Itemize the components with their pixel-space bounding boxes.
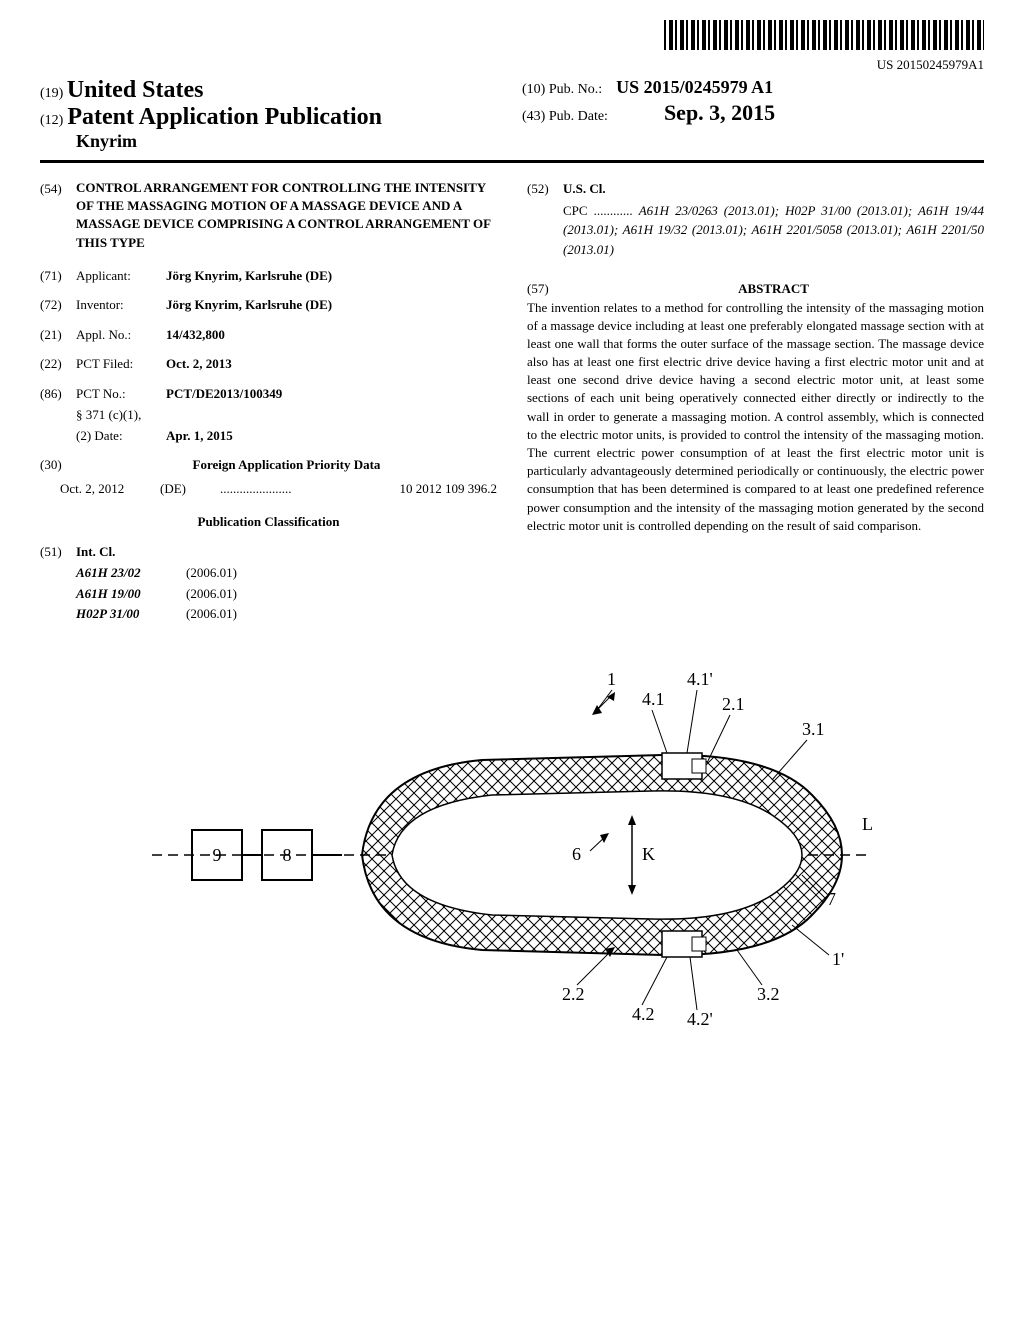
svg-text:3.1: 3.1 [802, 719, 825, 739]
svg-text:4.1': 4.1' [687, 669, 713, 689]
svg-text:4.1: 4.1 [642, 689, 665, 709]
foreign-priority-heading: Foreign Application Priority Data [76, 455, 497, 475]
svg-text:4.2: 4.2 [632, 1004, 655, 1024]
pct-filed-label: PCT Filed: [76, 354, 166, 374]
two-column-body: (54) CONTROL ARRANGEMENT FOR CONTROLLING… [40, 179, 984, 625]
svg-text:2.1: 2.1 [722, 694, 745, 714]
abstract-text: The invention relates to a method for co… [527, 299, 984, 535]
foreign-priority-code: (30) [40, 455, 76, 475]
int-cl-code: (51) [40, 542, 76, 562]
cpc-classifications: CPC ............ A61H 23/0263 (2013.01);… [527, 201, 984, 260]
pub-date-code: (43) [522, 109, 545, 124]
priority-dots: ...................... [220, 479, 400, 499]
applicant-label: Applicant: [76, 266, 166, 286]
jurisdiction-name: United States [67, 77, 204, 103]
svg-text:8: 8 [283, 845, 292, 865]
cpc-prefix: CPC ............ [563, 203, 633, 218]
int-cl-symbol: A61H 23/02 [76, 563, 186, 583]
svg-text:7: 7 [827, 889, 836, 909]
header-block: (19) United States (12) Patent Applicati… [40, 77, 984, 152]
section-371-date-label: (2) Date: [76, 426, 166, 446]
abstract-code: (57) [527, 279, 563, 299]
svg-text:4.2': 4.2' [687, 1009, 713, 1029]
svg-text:9: 9 [213, 845, 222, 865]
figure-container: 9 8 K 6 1 4.1' 4.1 [40, 655, 984, 1040]
int-cl-symbol: H02P 31/00 [76, 604, 186, 624]
inventor-code: (72) [40, 295, 76, 315]
invention-title: CONTROL ARRANGEMENT FOR CONTROLLING THE … [76, 179, 497, 252]
us-cl-label: U.S. Cl. [563, 179, 606, 199]
applicant-value: Jörg Knyrim, Karlsruhe (DE) [166, 268, 332, 283]
svg-text:1: 1 [607, 669, 616, 689]
right-column: (52) U.S. Cl. CPC ............ A61H 23/0… [527, 179, 984, 625]
section-371-date-value: Apr. 1, 2015 [166, 426, 497, 446]
pub-classification-heading: Publication Classification [40, 512, 497, 532]
appl-no-code: (21) [40, 325, 76, 345]
divider-thick [40, 160, 984, 163]
us-cl-code: (52) [527, 179, 563, 199]
svg-text:1': 1' [832, 949, 844, 969]
pub-date-value: Sep. 3, 2015 [664, 100, 775, 125]
barcode-area: US 20150245979A1 [40, 20, 984, 73]
priority-date: Oct. 2, 2012 [60, 479, 160, 499]
pct-filed-code: (22) [40, 354, 76, 374]
priority-country: (DE) [160, 479, 220, 499]
pub-no-code: (10) [522, 82, 545, 97]
int-cl-date: (2006.01) [186, 604, 237, 624]
int-cl-symbol: A61H 19/00 [76, 584, 186, 604]
jurisdiction-code: (19) [40, 86, 63, 101]
left-column: (54) CONTROL ARRANGEMENT FOR CONTROLLING… [40, 179, 497, 625]
doc-type-code: (12) [40, 113, 63, 128]
header-inventor: Knyrim [40, 131, 502, 152]
appl-no-value: 14/432,800 [166, 325, 497, 345]
pct-no-label: PCT No.: [76, 384, 166, 404]
svg-text:3.2: 3.2 [757, 984, 780, 1004]
int-cl-item: H02P 31/00 (2006.01) [40, 604, 497, 624]
int-cl-date: (2006.01) [186, 563, 237, 583]
doc-type: Patent Application Publication [67, 104, 382, 130]
svg-text:L: L [862, 814, 873, 834]
int-cl-date: (2006.01) [186, 584, 237, 604]
title-code: (54) [40, 179, 76, 252]
pct-filed-value: Oct. 2, 2013 [166, 354, 497, 374]
applicant-code: (71) [40, 266, 76, 286]
pub-no-value: US 2015/0245979 A1 [616, 77, 773, 97]
svg-text:K: K [642, 844, 655, 864]
inventor-value: Jörg Knyrim, Karlsruhe (DE) [166, 297, 332, 312]
pct-no-code: (86) [40, 384, 76, 404]
inventor-label: Inventor: [76, 295, 166, 315]
svg-text:2.2: 2.2 [562, 984, 585, 1004]
appl-no-label: Appl. No.: [76, 325, 166, 345]
pub-date-label: Pub. Date: [549, 109, 608, 124]
pct-no-value: PCT/DE2013/100349 [166, 384, 497, 404]
priority-number: 10 2012 109 396.2 [400, 479, 498, 499]
abstract-heading: ABSTRACT [563, 279, 984, 299]
barcode-text: US 20150245979A1 [40, 57, 984, 73]
pub-no-label: Pub. No.: [549, 82, 602, 97]
patent-figure: 9 8 K 6 1 4.1' 4.1 [132, 655, 892, 1035]
section-371-label: § 371 (c)(1), [40, 405, 497, 425]
int-cl-item: A61H 23/02 (2006.01) [40, 563, 497, 583]
int-cl-item: A61H 19/00 (2006.01) [40, 584, 497, 604]
int-cl-label: Int. Cl. [76, 542, 115, 562]
barcode-graphic [664, 20, 984, 50]
svg-text:6: 6 [572, 844, 581, 864]
